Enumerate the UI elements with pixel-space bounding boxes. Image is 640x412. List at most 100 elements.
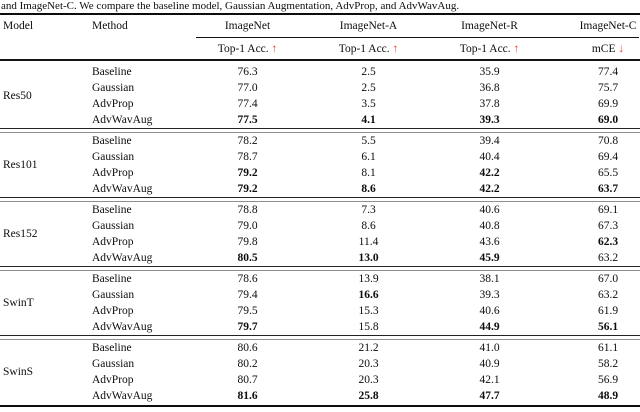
value-cell: 8.6	[361, 220, 376, 232]
value-cell: 20.3	[358, 374, 379, 386]
value-cell: 79.2	[237, 183, 258, 195]
metric-label: mCE	[591, 43, 616, 55]
metric-label: Top-1 Acc.	[217, 43, 269, 55]
value-cell: 78.2	[237, 135, 258, 147]
value-cell: 40.4	[479, 151, 500, 163]
col-header-imagenet-c: ImageNet-C	[579, 20, 637, 32]
value-cell: 25.8	[358, 390, 379, 402]
value-cell: 11.4	[358, 236, 379, 248]
value-cell: 80.7	[237, 374, 258, 386]
method-cell: AdvProp	[92, 305, 134, 317]
value-cell: 78.8	[237, 204, 258, 216]
value-cell: 61.9	[597, 305, 619, 317]
method-cell: AdvWavAug	[92, 321, 153, 333]
value-cell: 79.4	[237, 289, 258, 301]
metric-label: Top-1 Acc.	[459, 43, 511, 55]
value-cell: 37.8	[479, 98, 500, 110]
top-rule	[0, 13, 640, 15]
method-cell: AdvProp	[92, 374, 134, 386]
value-cell: 77.0	[237, 82, 258, 94]
value-cell: 38.1	[479, 273, 500, 285]
metric-header-imagenet-r: Top-1 Acc. ↑	[429, 40, 550, 59]
value-cell: 47.7	[479, 390, 500, 402]
bottom-rule	[0, 405, 640, 407]
value-cell: 7.3	[361, 204, 376, 216]
method-cell: AdvWavAug	[92, 183, 153, 195]
col-header-method: Method	[92, 20, 128, 32]
value-cell: 2.5	[361, 82, 376, 94]
value-cell: 40.6	[479, 204, 500, 216]
value-cell: 41.0	[479, 342, 500, 354]
value-cell: 42.1	[479, 374, 500, 386]
value-cell: 20.3	[358, 358, 379, 370]
method-cell: Gaussian	[92, 151, 135, 163]
value-cell: 43.6	[479, 236, 500, 248]
col-header-imagenet-a: ImageNet-A	[339, 20, 398, 32]
method-cell: AdvWavAug	[92, 114, 153, 126]
value-cell: 80.2	[237, 358, 258, 370]
header-separator-rule	[0, 59, 640, 61]
value-cell: 75.7	[597, 82, 619, 94]
header-row-datasets: Model Method ImageNet ImageNet-A ImageNe…	[0, 16, 640, 37]
value-cell: 5.5	[361, 135, 376, 147]
value-cell: 69.9	[597, 98, 619, 110]
model-label: Res50	[3, 90, 32, 102]
value-cell: 56.9	[597, 374, 619, 386]
block-divider	[0, 197, 640, 202]
empty-cell	[0, 40, 86, 59]
method-cell: Baseline	[92, 342, 132, 354]
value-cell: 69.4	[597, 151, 619, 163]
up-arrow-icon: ↑	[513, 43, 520, 55]
value-cell: 63.2	[597, 289, 619, 301]
value-cell: 15.3	[358, 305, 379, 317]
value-cell: 45.9	[479, 252, 500, 264]
model-label: SwinS	[3, 366, 34, 378]
method-cell: Baseline	[92, 135, 132, 147]
value-cell: 80.6	[237, 342, 258, 354]
model-block: Res50 Baseline 76.3 2.5 35.9 77.4 Gaussian 77.0…	[0, 64, 640, 128]
value-cell: 42.2	[479, 167, 500, 179]
method-cell: Baseline	[92, 273, 132, 285]
down-arrow-icon: ↓	[618, 43, 625, 55]
value-cell: 69.0	[597, 114, 619, 126]
value-cell: 15.8	[358, 321, 379, 333]
value-cell: 58.2	[597, 358, 619, 370]
metric-label: Top-1 Acc.	[338, 43, 390, 55]
block-divider	[0, 335, 640, 340]
value-cell: 67.0	[597, 273, 619, 285]
value-cell: 62.3	[597, 236, 619, 248]
value-cell: 77.4	[597, 66, 619, 78]
value-cell: 79.0	[237, 220, 258, 232]
value-cell: 79.8	[237, 236, 258, 248]
metric-header-imagenet-c: mCE ↓	[550, 40, 640, 59]
column-span-rule	[196, 37, 639, 38]
method-cell: AdvProp	[92, 98, 134, 110]
method-cell: AdvWavAug	[92, 390, 153, 402]
col-header-imagenet: ImageNet	[224, 20, 271, 32]
value-cell: 76.3	[237, 66, 258, 78]
method-cell: Gaussian	[92, 220, 135, 232]
model-label: Res101	[3, 159, 38, 171]
value-cell: 70.8	[597, 135, 619, 147]
value-cell: 77.5	[237, 114, 258, 126]
value-cell: 79.5	[237, 305, 258, 317]
value-cell: 39.3	[479, 114, 500, 126]
value-cell: 4.1	[361, 114, 376, 126]
up-arrow-icon: ↑	[271, 43, 278, 55]
method-cell: Gaussian	[92, 289, 135, 301]
value-cell: 42.2	[479, 183, 500, 195]
value-cell: 63.7	[597, 183, 619, 195]
value-cell: 79.7	[237, 321, 258, 333]
method-cell: Gaussian	[92, 82, 135, 94]
model-block: SwinS Baseline 80.6 21.2 41.0 61.1 Gaussian 80.…	[0, 340, 640, 404]
metric-header-imagenet: Top-1 Acc. ↑	[187, 40, 308, 59]
value-cell: 61.1	[597, 342, 619, 354]
value-cell: 21.2	[358, 342, 379, 354]
value-cell: 65.5	[597, 167, 619, 179]
value-cell: 67.3	[597, 220, 619, 232]
value-cell: 16.6	[358, 289, 379, 301]
table-caption: and ImageNet-C. We compare the baseline …	[1, 0, 460, 12]
column-span-rule-wrap	[0, 37, 640, 40]
model-block: Res101 Baseline 78.2 5.5 39.4 70.8 Gaussian 78.…	[0, 133, 640, 197]
